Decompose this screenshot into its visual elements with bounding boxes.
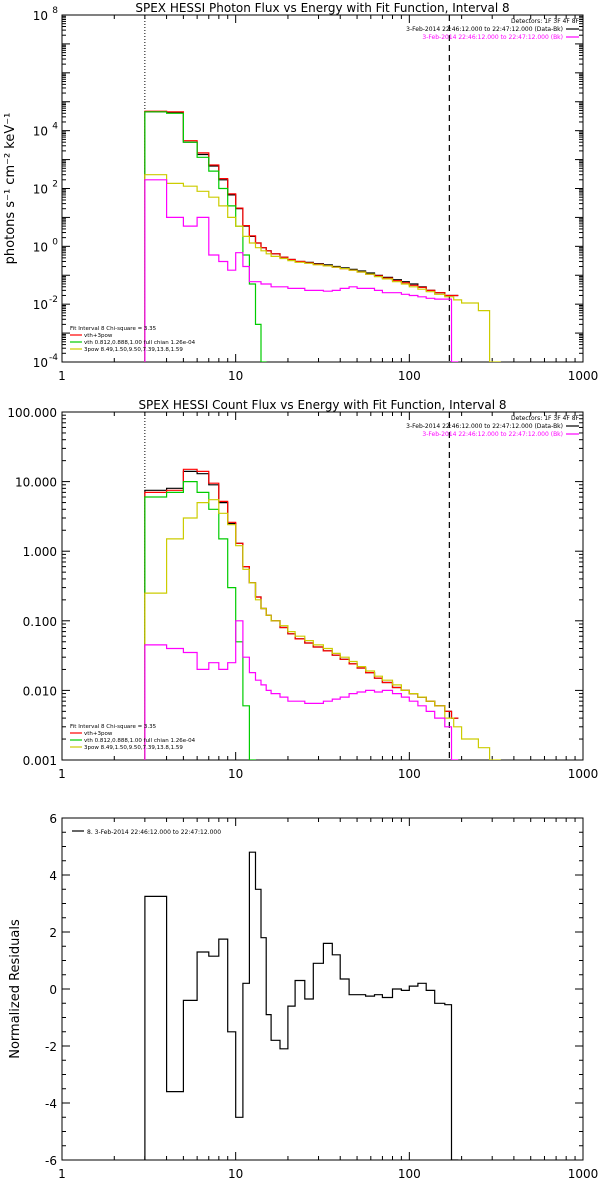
legend-entry: 3-Feb-2014 22:46:12.000 to 22:47:12.000 …	[406, 26, 563, 33]
x-axis: 1 10 100 1000	[58, 15, 598, 383]
chart-2: SPEX HESSI Count Flux vs Energy with Fit…	[7, 398, 598, 781]
series-line-3pow	[144, 174, 501, 362]
chart-title: SPEX HESSI Photon Flux vs Energy with Fi…	[135, 1, 509, 15]
x-tick-label: 1	[58, 767, 66, 781]
chart-3: 1 10 100 1000 -6 -4 -2 0 2 4 6 Normalized Residuals…	[8, 812, 598, 1181]
y-tick-label: -2	[45, 1040, 57, 1054]
y-tick-label: 10	[33, 183, 48, 197]
x-tick-label: 10	[228, 369, 243, 383]
y-tick-label: 10	[33, 240, 48, 254]
plot-frame	[61, 411, 584, 761]
y-tick-label: -4	[45, 1097, 57, 1111]
y-tick-exponent: 8	[52, 6, 58, 16]
legend-entry: vth 0.812,0.888,1.00 full chian 1.26e-04	[84, 738, 196, 744]
y-tick-base: 10	[33, 183, 48, 197]
series-line-8-3-feb-2014-22-46-12-000-to-22-47-12-000	[144, 851, 459, 1160]
x-tick-label: 1000	[568, 767, 599, 781]
legend-entry: 3pow 8.49,1.50,9.50,7.39,13.8,1.59	[84, 347, 183, 353]
y-tick-exponent: 0	[52, 237, 58, 247]
legend-entry: 3-Feb-2014 22:46:12.000 to 22:47:12.000 …	[422, 34, 563, 41]
series-line-3pow	[144, 499, 501, 760]
y-tick-base: 10	[33, 9, 48, 23]
series-line-bk	[144, 179, 459, 362]
legend-entry: Detectors: 1F 3F 4F 8F	[511, 415, 580, 422]
chart-1: SPEX HESSI Photon Flux vs Energy with Fi…	[3, 1, 598, 383]
legend-entry: vth 0.812,0.888,1.00 full chian 1.26e-04	[84, 340, 196, 346]
y-tick-label: 1.000	[23, 545, 57, 559]
legend-entry: vth+3pow	[84, 333, 113, 339]
y-tick-label: 10	[33, 9, 48, 23]
y-tick-exponent: -4	[49, 353, 58, 363]
legend-entry: 8. 3-Feb-2014 22:46:12.000 to 22:47:12.0…	[87, 829, 221, 836]
y-tick-label: -6	[45, 1154, 57, 1168]
x-tick-label: 100	[398, 1167, 421, 1181]
x-tick-label: 10	[228, 767, 243, 781]
chart-title: SPEX HESSI Count Flux vs Energy with Fit…	[138, 398, 506, 412]
y-tick-base: 10	[33, 356, 48, 370]
legend-entry: 3-Feb-2014 22:46:12.000 to 22:47:12.000 …	[422, 431, 563, 438]
y-tick-label: 2	[49, 926, 57, 940]
y-axis: 10 -410 -210 010 210 410 8	[33, 6, 583, 370]
x-tick-label: 1000	[568, 369, 599, 383]
y-axis-label: Normalized Residuals	[8, 919, 23, 1059]
y-tick-base: 10	[33, 298, 48, 312]
y-tick-exponent: 2	[52, 180, 58, 190]
y-tick-exponent: 4	[52, 122, 58, 132]
y-tick-base: 10	[33, 125, 48, 139]
series-line-bk	[144, 620, 459, 760]
y-tick-label: 0.001	[23, 754, 57, 768]
y-tick-label: 0	[49, 983, 57, 997]
y-axis-label: photons s⁻¹ cm⁻² keV⁻¹	[3, 113, 18, 265]
y-tick-label: 6	[49, 812, 57, 826]
series-group	[144, 851, 459, 1160]
x-axis: 1 10 100 1000	[58, 412, 598, 781]
y-axis: 0.001 0.010 0.100 1.000 10.000 100.000	[7, 406, 583, 768]
legend-entry: 3pow 8.49,1.50,9.50,7.39,13.8,1.59	[84, 745, 183, 751]
legend-entry: Fit Interval 8 Chi-square = 3.35	[70, 724, 157, 730]
legend-entry: Detectors: 1F 3F 4F 8F	[511, 18, 580, 25]
legend-entry: vth+3pow	[84, 731, 113, 737]
series-line-vth	[144, 111, 267, 362]
y-tick-base: 10	[33, 240, 48, 254]
series-group	[144, 110, 501, 362]
y-tick-label: 10.000	[15, 476, 57, 490]
y-tick-label: 10	[33, 356, 48, 370]
y-tick-label: 0.010	[23, 684, 57, 698]
y-tick-label: 0.100	[23, 615, 57, 629]
legend-entry: Fit Interval 8 Chi-square = 3.35	[70, 326, 157, 332]
y-tick-label: 4	[49, 869, 57, 883]
y-axis: -6 -4 -2 0 2 4 6	[45, 812, 583, 1168]
x-tick-label: 1	[58, 1167, 66, 1181]
y-tick-label: 100.000	[7, 406, 57, 420]
x-tick-label: 1000	[568, 1167, 599, 1181]
x-tick-label: 1	[58, 369, 66, 383]
x-tick-label: 100	[398, 767, 421, 781]
x-tick-label: 100	[398, 369, 421, 383]
y-tick-label: 10	[33, 298, 48, 312]
y-tick-exponent: -2	[49, 295, 58, 305]
series-group	[144, 468, 501, 760]
x-tick-label: 10	[228, 1167, 243, 1181]
legend-entry: 3-Feb-2014 22:46:12.000 to 22:47:12.000 …	[406, 423, 563, 430]
y-tick-label: 10	[33, 125, 48, 139]
x-axis: 1 10 100 1000	[58, 818, 598, 1181]
